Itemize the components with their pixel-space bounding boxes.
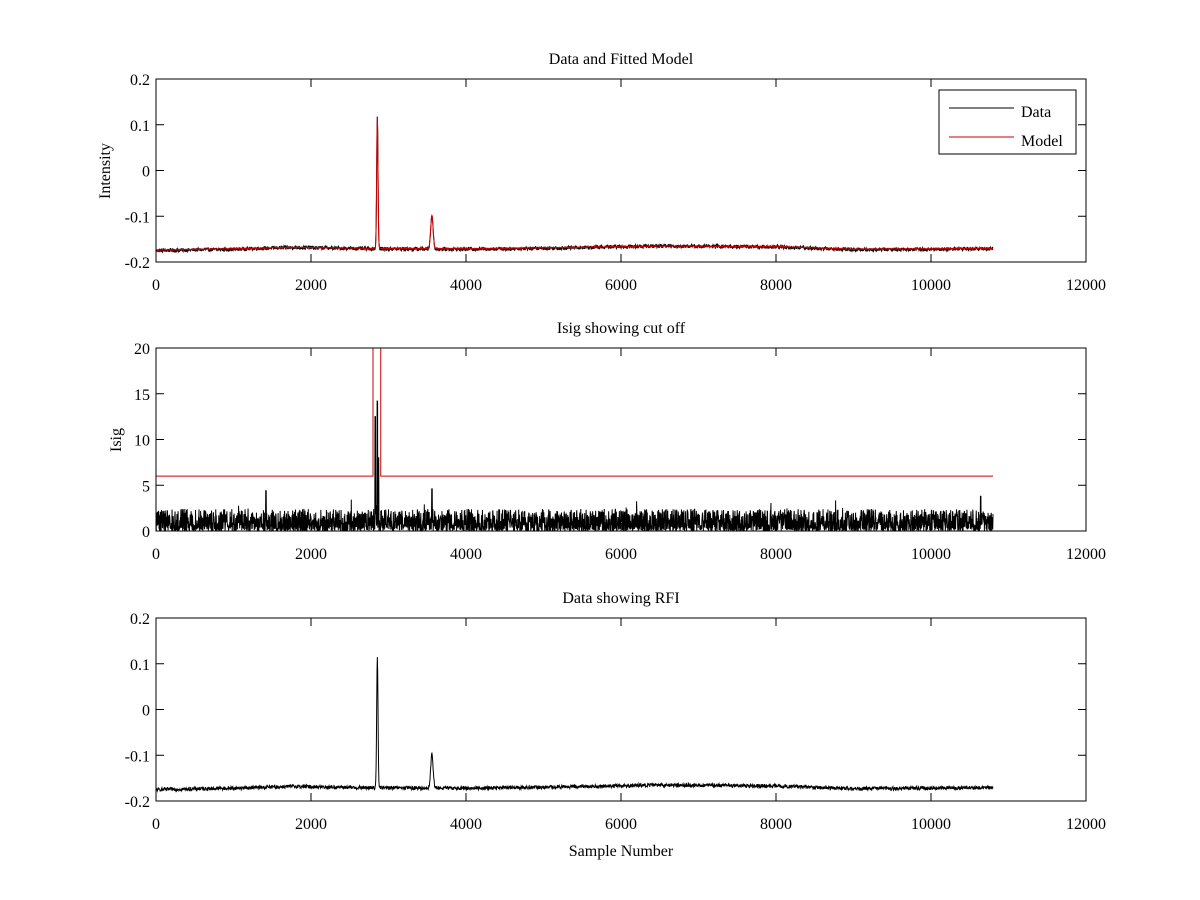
legend-label-model: Model bbox=[1021, 133, 1063, 150]
ticks-layer: 0 2000 4000 6000 8000 10000 12000 -0.2 -0.1 0 0.1 0… bbox=[125, 72, 1106, 294]
y-tick-label: 0.2 bbox=[130, 611, 150, 628]
series-layer bbox=[156, 657, 994, 793]
y-tick-label: 0.2 bbox=[130, 72, 150, 89]
plot-title: Data and Fitted Model bbox=[549, 51, 694, 68]
x-tick-label: 10000 bbox=[911, 546, 951, 563]
panel-data-showing-rfi: Data showing RFI 0 2000 4000 6000 8000 10000 1… bbox=[125, 590, 1106, 860]
x-tick-label: 2000 bbox=[295, 546, 327, 563]
series-line-signal bbox=[156, 657, 994, 793]
legend-label-data: Data bbox=[1021, 104, 1051, 121]
y-tick-label: 0 bbox=[142, 164, 150, 181]
series-line-cutoff bbox=[156, 348, 993, 477]
y-tick-label: 20 bbox=[134, 341, 150, 358]
y-tick-label: -0.1 bbox=[125, 748, 150, 765]
x-tick-label: 4000 bbox=[450, 816, 482, 833]
y-tick-label: 0 bbox=[142, 524, 150, 541]
y-tick-label: 0.1 bbox=[130, 118, 150, 135]
x-tick-label: 0 bbox=[152, 277, 160, 294]
panel-data-and-fitted-model: Data and Fitted Model Intensity 0 2000 400… bbox=[97, 51, 1106, 294]
x-tick-label: 12000 bbox=[1066, 277, 1106, 294]
x-tick-label: 0 bbox=[152, 816, 160, 833]
plot-title: Isig showing cut off bbox=[557, 320, 686, 337]
x-axis-label: Sample Number bbox=[569, 843, 674, 860]
y-tick-label: 5 bbox=[142, 478, 150, 495]
y-tick-label: 0 bbox=[142, 703, 150, 720]
ticks-layer: 0 2000 4000 6000 8000 10000 12000 0 5 10 15 20 bbox=[134, 341, 1106, 563]
x-tick-label: 8000 bbox=[760, 546, 792, 563]
y-tick-label: -0.2 bbox=[125, 794, 150, 811]
x-tick-label: 8000 bbox=[760, 277, 792, 294]
y-tick-label: 15 bbox=[134, 387, 150, 404]
panel-isig-showing-cut-off: Isig showing cut off Isig 0 2000 4000 6000 8… bbox=[108, 320, 1106, 563]
x-tick-label: 4000 bbox=[450, 277, 482, 294]
legend: Data Model bbox=[938, 89, 1077, 155]
series-layer bbox=[156, 348, 994, 531]
x-tick-label: 12000 bbox=[1066, 546, 1106, 563]
plot-title: Data showing RFI bbox=[562, 590, 679, 607]
x-tick-label: 8000 bbox=[760, 816, 792, 833]
x-tick-label: 0 bbox=[152, 546, 160, 563]
y-tick-label: 10 bbox=[134, 433, 150, 450]
x-tick-label: 6000 bbox=[605, 816, 637, 833]
y-tick-label: 0.1 bbox=[130, 657, 150, 674]
ticks-layer: 0 2000 4000 6000 8000 10000 12000 -0.2 -0.1 0 0.1 0… bbox=[125, 611, 1106, 833]
y-axis-label: Isig bbox=[108, 428, 125, 452]
x-tick-label: 6000 bbox=[605, 546, 637, 563]
y-tick-label: -0.1 bbox=[125, 209, 150, 226]
series-layer bbox=[156, 116, 994, 254]
x-tick-label: 4000 bbox=[450, 546, 482, 563]
legend-box bbox=[938, 89, 1077, 155]
x-tick-label: 6000 bbox=[605, 277, 637, 294]
x-tick-label: 12000 bbox=[1066, 816, 1106, 833]
y-axis-label: Intensity bbox=[97, 143, 114, 199]
x-tick-label: 2000 bbox=[295, 277, 327, 294]
y-tick-label: -0.2 bbox=[125, 255, 150, 272]
series-line-signal bbox=[156, 400, 994, 531]
x-tick-label: 2000 bbox=[295, 816, 327, 833]
x-tick-label: 10000 bbox=[911, 816, 951, 833]
x-tick-label: 10000 bbox=[911, 277, 951, 294]
series-line-model bbox=[156, 116, 994, 252]
